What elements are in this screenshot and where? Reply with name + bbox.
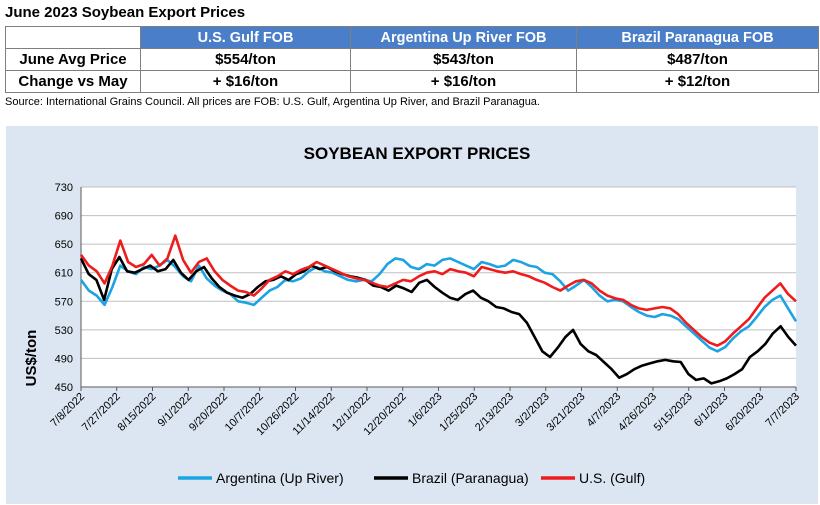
- chart-panel: SOYBEAN EXPORT PRICES US$/ton 450 490 530 5…: [6, 126, 818, 504]
- series-line-2: [79, 234, 797, 347]
- legend-label: U.S. (Gulf): [579, 470, 645, 486]
- legend-label: Argentina (Up River): [216, 470, 344, 486]
- column-header-us-gulf: U.S. Gulf FOB: [140, 26, 351, 49]
- soybean-price-chart: SOYBEAN EXPORT PRICES US$/ton 450 490 530 5…: [23, 144, 802, 486]
- y-tick-label: 490: [55, 353, 73, 365]
- table-corner-cell: [5, 26, 141, 49]
- chart-legend: Argentina (Up River) Brazil (Paranagua) U.…: [178, 470, 645, 486]
- x-tick-label: 8/15/2022: [116, 391, 159, 434]
- series-line-1: [79, 255, 797, 385]
- table-row: June Avg Price $554/ton $543/ton $487/to…: [5, 48, 819, 71]
- cell-brazil-june-avg: $487/ton: [576, 48, 819, 71]
- y-tick-label: 610: [55, 268, 73, 280]
- price-summary-table: U.S. Gulf FOB Argentina Up River FOB Bra…: [5, 26, 819, 93]
- y-tick-label: 450: [55, 382, 73, 394]
- row-label-change-vs-may: Change vs May: [5, 70, 141, 93]
- y-axis-label: US$/ton: [23, 330, 40, 387]
- y-tick-label: 530: [55, 325, 73, 337]
- cell-us-june-avg: $554/ton: [140, 48, 351, 71]
- legend-label: Brazil (Paranagua): [412, 470, 529, 486]
- chart-title: SOYBEAN EXPORT PRICES: [304, 144, 531, 163]
- column-header-argentina: Argentina Up River FOB: [350, 26, 577, 49]
- table-header-row: U.S. Gulf FOB Argentina Up River FOB Bra…: [5, 26, 819, 49]
- y-tick-label: 690: [55, 211, 73, 223]
- x-tick-label: 3/21/2023: [545, 391, 588, 434]
- x-tick-label: 6/20/2023: [723, 391, 766, 434]
- cell-brazil-change: + $12/ton: [576, 70, 819, 93]
- y-tick-label: 570: [55, 296, 73, 308]
- x-tick-label: 5/15/2023: [652, 391, 695, 434]
- report-title: June 2023 Soybean Export Prices: [5, 4, 246, 21]
- y-tick-label: 650: [55, 239, 73, 251]
- x-tick-label: 7/7/2023: [763, 391, 802, 430]
- y-tick-label: 730: [55, 182, 73, 194]
- cell-us-change: + $16/ton: [140, 70, 351, 93]
- row-label-june-avg: June Avg Price: [5, 48, 141, 71]
- column-header-brazil: Brazil Paranagua FOB: [576, 26, 819, 49]
- table-row: Change vs May + $16/ton + $16/ton + $12/…: [5, 70, 819, 93]
- source-note: Source: International Grains Council. Al…: [5, 96, 540, 108]
- cell-argentina-june-avg: $543/ton: [350, 48, 577, 71]
- plot-area: [81, 187, 796, 387]
- x-tick-label: 2/13/2023: [473, 391, 516, 434]
- cell-argentina-change: + $16/ton: [350, 70, 577, 93]
